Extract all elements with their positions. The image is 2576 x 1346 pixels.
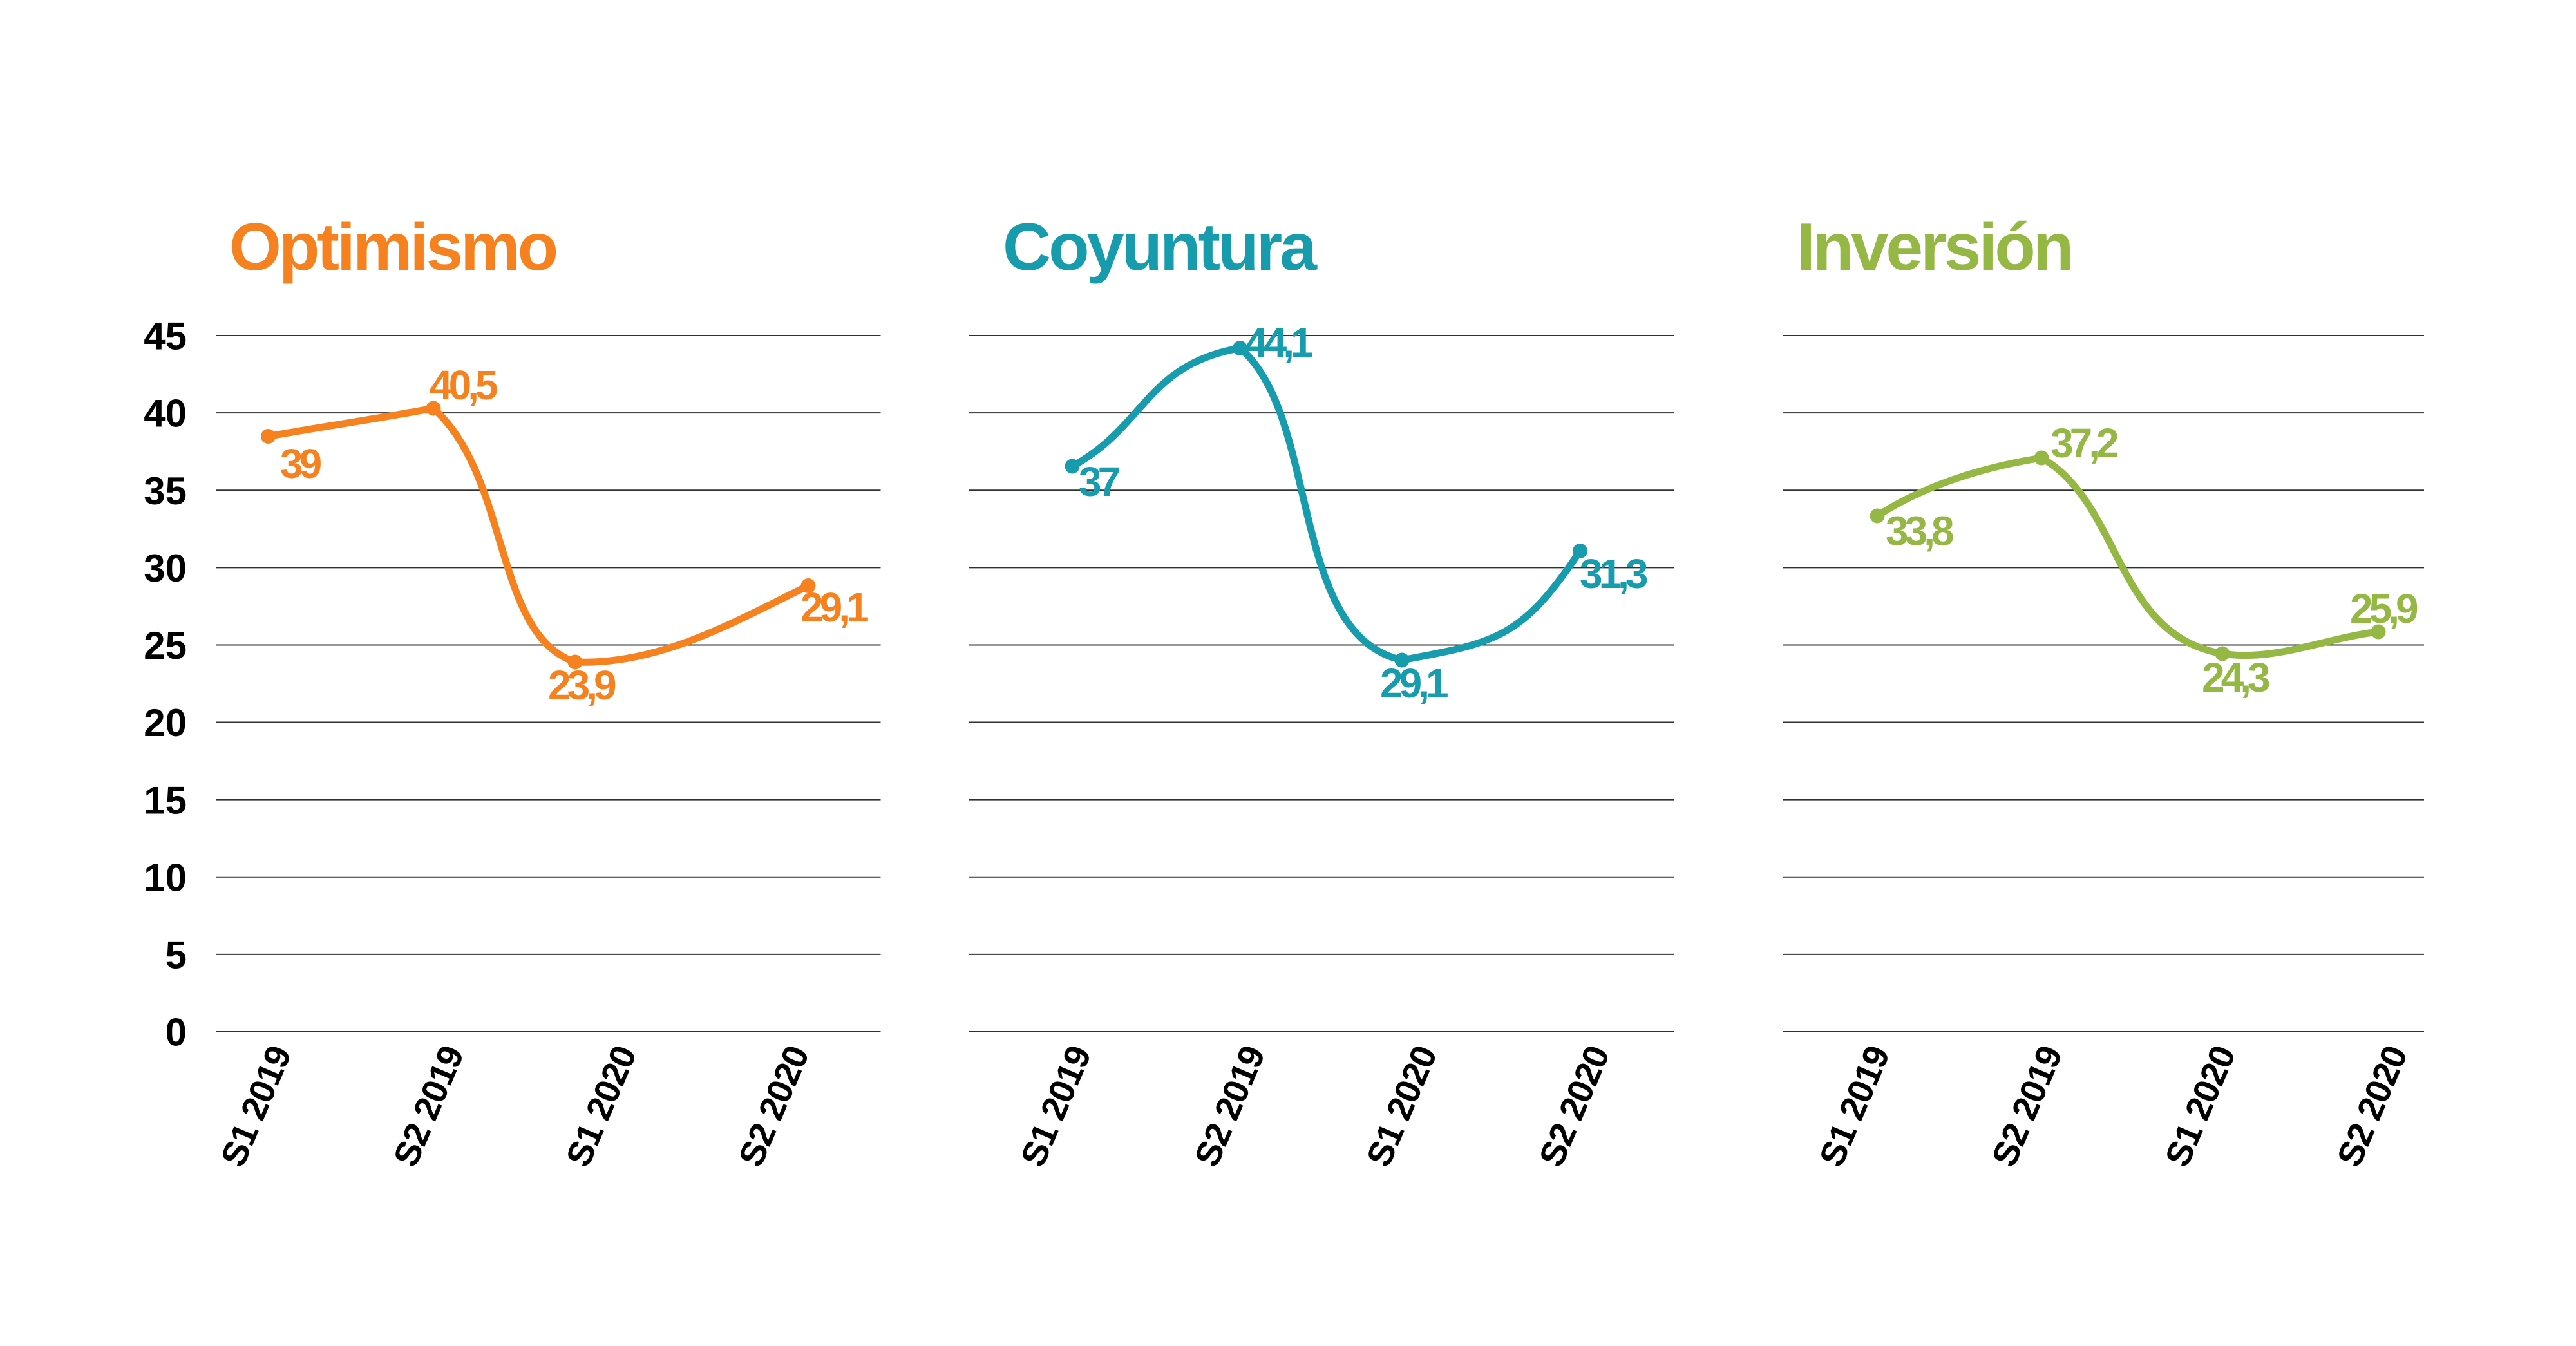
- svg-text:Inversión: Inversión: [1797, 210, 2071, 285]
- svg-text:33,8: 33,8: [1886, 508, 1953, 555]
- svg-text:37: 37: [1079, 459, 1119, 505]
- svg-text:40,5: 40,5: [430, 362, 497, 408]
- svg-text:25: 25: [144, 624, 187, 667]
- svg-text:29,1: 29,1: [1380, 660, 1448, 706]
- svg-text:29,1: 29,1: [800, 584, 868, 630]
- svg-text:23,9: 23,9: [548, 662, 616, 708]
- svg-text:25,9: 25,9: [2350, 585, 2418, 632]
- svg-text:35: 35: [144, 469, 187, 513]
- svg-text:40: 40: [144, 392, 187, 435]
- svg-text:5: 5: [166, 934, 187, 977]
- svg-text:24,3: 24,3: [2202, 654, 2269, 701]
- svg-text:39: 39: [280, 441, 321, 487]
- svg-text:Optimismo: Optimismo: [229, 210, 556, 285]
- svg-text:10: 10: [144, 856, 187, 899]
- svg-text:15: 15: [144, 779, 187, 822]
- svg-text:44,1: 44,1: [1245, 319, 1312, 366]
- svg-text:37,2: 37,2: [2050, 420, 2118, 466]
- svg-text:31,3: 31,3: [1580, 551, 1647, 597]
- svg-text:20: 20: [144, 701, 187, 744]
- svg-text:Coyuntura: Coyuntura: [1003, 210, 1318, 285]
- svg-text:45: 45: [144, 315, 187, 358]
- svg-text:30: 30: [144, 547, 187, 590]
- svg-text:0: 0: [166, 1011, 187, 1054]
